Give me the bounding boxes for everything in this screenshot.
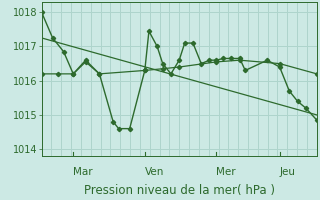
Text: Mer: Mer [216,167,236,177]
Text: Ven: Ven [145,167,164,177]
Text: Mar: Mar [73,167,93,177]
Text: Jeu: Jeu [280,167,296,177]
Text: Pression niveau de la mer( hPa ): Pression niveau de la mer( hPa ) [84,184,275,197]
